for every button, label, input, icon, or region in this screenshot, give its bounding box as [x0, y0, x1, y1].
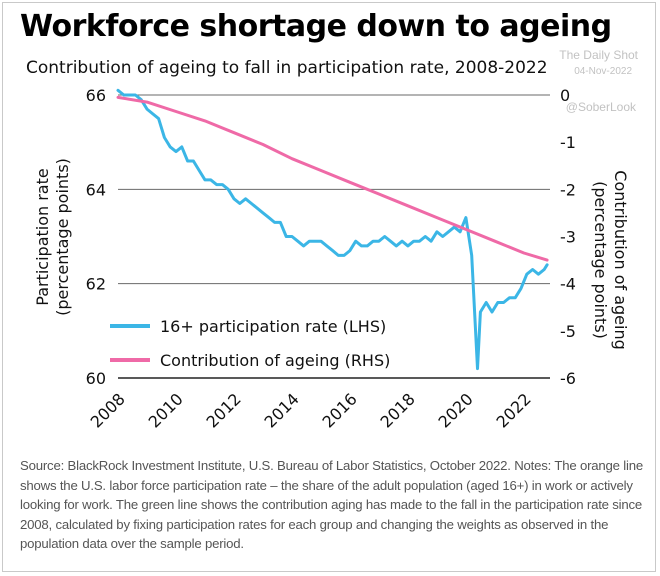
y-right-tick-label: -2	[560, 180, 576, 199]
participation-rate-line	[116, 88, 549, 371]
x-tick-label: 2010	[145, 389, 187, 431]
y-right-tick-label: -6	[560, 369, 576, 388]
watermark-date: 04-Nov-2022	[574, 66, 632, 77]
x-tick-label: 2014	[261, 389, 303, 431]
y-left-tick-label: 64	[86, 180, 106, 199]
y-right-tick-label: -4	[560, 275, 576, 294]
y-right-tick-label: 0	[560, 86, 570, 105]
x-tick-label: 2018	[377, 389, 419, 431]
x-tick-label: 2008	[87, 389, 129, 431]
legend-label: Contribution of ageing (RHS)	[160, 351, 390, 370]
y-right-tick-label: -5	[560, 322, 576, 341]
y-left-tick-label: 60	[86, 369, 106, 388]
chart-subtitle: Contribution of ageing to fall in partic…	[26, 58, 548, 78]
x-tick-label: 2022	[493, 389, 535, 431]
y-right-axis-title: Contribution of ageing(percentage points…	[591, 170, 630, 349]
chart-title: Workforce shortage down to ageing	[20, 9, 612, 44]
x-tick-label: 2012	[203, 389, 245, 431]
y-left-tick-label: 62	[86, 275, 106, 294]
ageing-contribution-line	[116, 95, 549, 262]
legend-label: 16+ participation rate (LHS)	[160, 317, 386, 336]
y-left-axis-title: Participation rate(percentage points)	[33, 158, 72, 316]
watermark-source: The Daily Shot	[559, 48, 638, 62]
watermark-handle: @SoberLook	[565, 100, 636, 114]
y-left-tick-label: 66	[86, 86, 106, 105]
x-tick-label: 2020	[435, 389, 477, 431]
source-note: Source: BlackRock Investment Institute, …	[20, 458, 644, 551]
x-tick-label: 2016	[319, 389, 361, 431]
y-right-tick-label: -1	[560, 133, 576, 152]
y-right-tick-label: -3	[560, 228, 576, 247]
